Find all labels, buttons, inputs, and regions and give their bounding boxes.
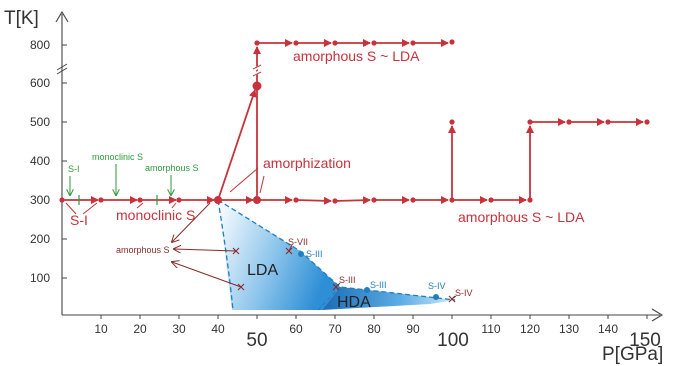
phase-boundary <box>217 199 456 301</box>
label-hda: HDA <box>337 294 371 311</box>
x-major-100: 100 <box>437 330 469 351</box>
x-tick-110: 110 <box>481 322 500 336</box>
path-break-marks <box>252 64 262 77</box>
phase-labels-blue: S-III S-III S-IV <box>306 249 446 291</box>
label-monoclinic-green: monoclinic S <box>92 152 143 162</box>
lda-region <box>218 200 340 310</box>
label-lda: LDA <box>247 262 278 279</box>
leader-s3-red <box>335 282 341 288</box>
y-tick-labels: 100 200 300 400 500 600 800 <box>30 38 50 285</box>
label-s4-red: S-IV <box>455 288 473 298</box>
green-annotations: S-I monoclinic S amorphous S <box>68 152 199 174</box>
x-tick-40: 40 <box>211 322 225 336</box>
x-major-150: 150 <box>629 330 661 351</box>
lda-lower-boundary <box>217 199 234 311</box>
heating-paths <box>217 46 534 201</box>
x-tick-140: 140 <box>598 322 618 336</box>
x-tick-10: 10 <box>94 322 108 336</box>
x-tick-70: 70 <box>328 322 342 336</box>
label-amorphous-green: amorphous S <box>145 163 199 173</box>
label-s7: S-VII <box>288 237 308 247</box>
y-tick-500: 500 <box>30 115 50 129</box>
label-amorphous-s-small: amorphous S <box>116 245 170 255</box>
label-amorphization: amorphization <box>263 155 351 171</box>
hda-boundary <box>317 286 341 311</box>
mono-leader-a <box>136 202 144 209</box>
label-s1-green: S-I <box>68 164 80 174</box>
hda-region <box>322 287 455 310</box>
y-axis-arrow <box>55 10 69 23</box>
y-tick-800: 800 <box>30 38 50 52</box>
x-axis-arrow <box>651 308 664 322</box>
amorphous-s-arrows <box>172 202 242 288</box>
path-points <box>59 39 650 204</box>
label-s3-red: S-III <box>339 275 356 285</box>
y-tick-200: 200 <box>30 232 50 246</box>
y-axis-break <box>56 63 68 75</box>
blue-points <box>298 251 439 300</box>
path-break <box>252 64 262 77</box>
amorph-leader-a <box>229 167 259 193</box>
leader-s7 <box>288 244 293 252</box>
s1-leader-b <box>82 202 98 215</box>
x-tick-60: 60 <box>289 322 303 336</box>
x-tick-90: 90 <box>406 322 420 336</box>
pressure-path-300k <box>62 196 527 205</box>
y-tick-600: 600 <box>30 76 50 90</box>
s1-leader-a <box>65 202 77 215</box>
label-s3-b: S-III <box>370 280 387 290</box>
y-ticks <box>62 44 67 279</box>
green-tick-marks <box>78 195 158 205</box>
x-tick-labels: 10 20 30 40 60 70 80 90 110 120 130 140 <box>94 322 618 336</box>
label-s3-a: S-III <box>306 249 323 259</box>
x-tick-130: 130 <box>559 322 579 336</box>
phase-labels-red: S-VII S-III S-IV <box>288 237 473 298</box>
x-tick-80: 80 <box>367 322 381 336</box>
label-monoclinic-red: monoclinic S <box>116 207 195 223</box>
x-major-labels: 50 100 150 <box>246 330 660 351</box>
label-s4-blue: S-IV <box>428 281 446 291</box>
x-major-50: 50 <box>246 330 267 351</box>
y-tick-400: 400 <box>30 154 50 168</box>
x-tick-120: 120 <box>520 322 540 336</box>
x-axis-label: P[GPa] <box>602 344 663 365</box>
green-arrows <box>70 164 171 195</box>
y-axis-label: T[K] <box>4 8 39 29</box>
label-amorphous-lda-mid: amorphous S ~ LDA <box>458 209 585 225</box>
y-tick-300: 300 <box>30 193 50 207</box>
amorph-leader-b <box>259 175 265 194</box>
mono-leader-b <box>171 202 177 209</box>
label-amorphous-lda-top: amorphous S ~ LDA <box>293 48 420 64</box>
x-ticks <box>100 315 648 319</box>
x-tick-30: 30 <box>172 322 186 336</box>
label-s1-red: S-I <box>70 212 88 228</box>
x-tick-20: 20 <box>133 322 147 336</box>
y-tick-100: 100 <box>30 271 50 285</box>
leader-s4-red <box>451 295 457 300</box>
